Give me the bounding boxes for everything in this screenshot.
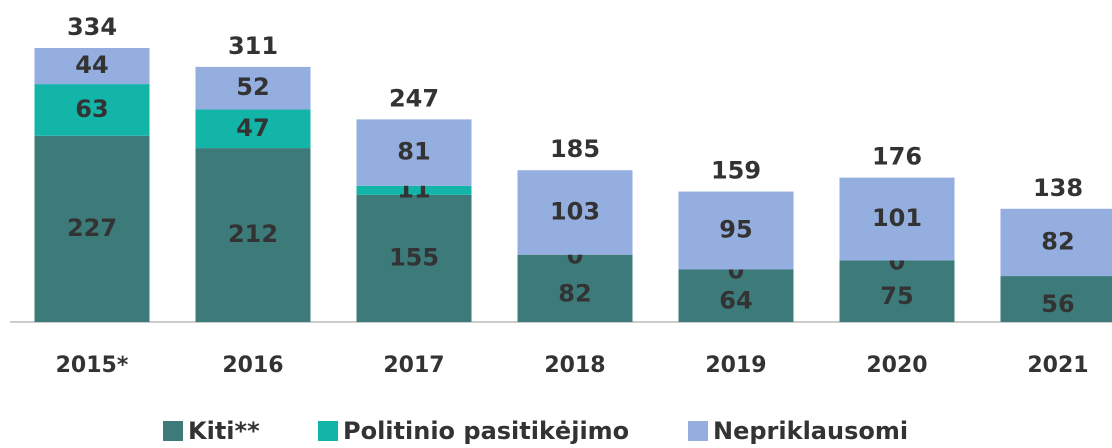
bar-segment (34, 84, 150, 136)
legend-label: Politinio pasitikėjimo (343, 417, 629, 445)
value-label: 56 (1041, 290, 1074, 318)
legend-label: Nepriklausomi (713, 417, 908, 445)
value-label: 212 (228, 220, 278, 248)
x-tick-label: 2021 (1027, 353, 1088, 378)
bar-segment (517, 170, 633, 255)
bar-segment (1000, 276, 1112, 322)
value-label: 82 (558, 279, 591, 307)
bar-segment (34, 135, 150, 322)
bar-segment (356, 194, 472, 322)
value-label: 101 (872, 204, 922, 232)
total-label: 138 (1033, 174, 1083, 202)
total-label: 311 (228, 32, 278, 60)
bar-segment (356, 185, 472, 195)
x-tick-label: 2016 (222, 353, 283, 378)
bar-segment (1000, 208, 1112, 277)
value-label: 44 (75, 51, 108, 79)
bar-segment (195, 66, 311, 110)
value-label: 52 (236, 73, 269, 101)
x-tick-label: 2020 (866, 353, 927, 378)
value-label: 82 (1041, 227, 1074, 255)
bar-segment (839, 260, 955, 322)
total-label: 176 (872, 143, 922, 171)
x-tick-label: 2017 (383, 353, 444, 378)
bar-segment (678, 191, 794, 270)
value-label: 75 (880, 282, 913, 310)
value-label: 64 (719, 287, 752, 315)
bar-segment (356, 119, 472, 186)
legend-label: Kiti** (188, 417, 260, 445)
bar-segment (678, 269, 794, 322)
bar-segment (195, 148, 311, 322)
legend-swatch (163, 421, 183, 441)
legend-swatch (688, 421, 708, 441)
value-label: 95 (719, 216, 752, 244)
value-label: 103 (550, 197, 600, 225)
value-label: 81 (397, 138, 430, 166)
value-label: 227 (67, 214, 117, 242)
x-tick-label: 2015* (56, 353, 129, 378)
x-tick-label: 2019 (705, 353, 766, 378)
value-label: 155 (389, 243, 439, 271)
legend-swatch (318, 421, 338, 441)
value-label: 47 (236, 114, 269, 142)
bar-segment (34, 48, 150, 85)
bar-segment (839, 177, 955, 261)
bar-segment (195, 109, 311, 149)
value-label: 63 (75, 95, 108, 123)
x-tick-label: 2018 (544, 353, 605, 378)
total-label: 185 (550, 135, 600, 163)
total-label: 159 (711, 157, 761, 185)
total-label: 247 (389, 84, 439, 112)
total-label: 334 (67, 13, 117, 41)
bar-segment (517, 254, 633, 322)
